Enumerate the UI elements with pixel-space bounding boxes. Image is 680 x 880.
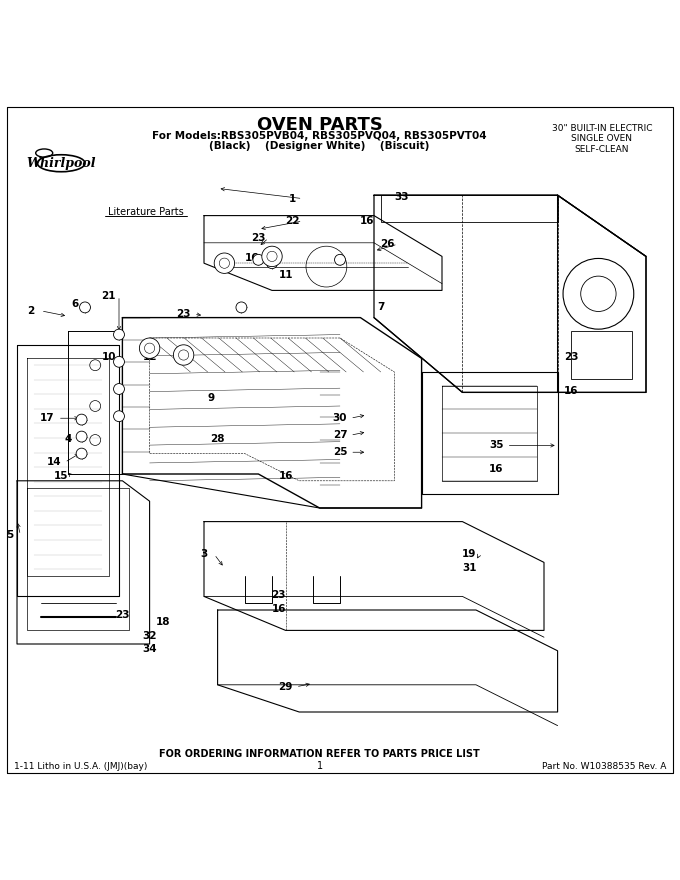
- Text: 16: 16: [278, 471, 293, 481]
- Text: 17: 17: [40, 414, 55, 423]
- Text: 25: 25: [333, 447, 347, 458]
- Text: FOR ORDERING INFORMATION REFER TO PARTS PRICE LIST: FOR ORDERING INFORMATION REFER TO PARTS …: [159, 749, 480, 759]
- Text: Part No. W10388535 Rev. A: Part No. W10388535 Rev. A: [542, 762, 666, 771]
- Text: 2: 2: [27, 306, 34, 316]
- Text: 28: 28: [210, 434, 225, 444]
- Circle shape: [262, 246, 282, 267]
- Text: 16: 16: [271, 604, 286, 613]
- Circle shape: [114, 384, 124, 394]
- Text: 5: 5: [7, 530, 14, 540]
- Text: 23: 23: [115, 611, 130, 620]
- Text: 18: 18: [156, 617, 171, 627]
- Text: 6: 6: [71, 299, 78, 309]
- Text: 31: 31: [462, 563, 477, 573]
- Circle shape: [253, 254, 264, 265]
- Text: 26: 26: [380, 239, 395, 249]
- Text: 23: 23: [176, 309, 191, 319]
- Text: 16: 16: [564, 386, 579, 396]
- Text: 10: 10: [101, 352, 116, 362]
- Text: 16: 16: [489, 465, 504, 474]
- Text: 27: 27: [333, 430, 347, 440]
- Text: 16: 16: [360, 216, 375, 226]
- Circle shape: [114, 356, 124, 367]
- Circle shape: [114, 329, 124, 340]
- Circle shape: [173, 345, 194, 365]
- Bar: [381, 195, 558, 223]
- Text: 1: 1: [316, 761, 323, 772]
- Circle shape: [335, 254, 345, 265]
- Bar: [571, 331, 632, 378]
- Circle shape: [114, 411, 124, 422]
- Text: 34: 34: [142, 644, 157, 655]
- Text: 33: 33: [394, 192, 409, 202]
- Text: 30: 30: [333, 414, 347, 423]
- Text: (Black)    (Designer White)    (Biscuit): (Black) (Designer White) (Biscuit): [209, 141, 430, 150]
- Circle shape: [80, 302, 90, 313]
- Circle shape: [76, 414, 87, 425]
- Circle shape: [76, 448, 87, 459]
- Text: 19: 19: [462, 549, 477, 560]
- Text: 32: 32: [142, 631, 157, 641]
- Text: 7: 7: [377, 303, 384, 312]
- Text: OVEN PARTS: OVEN PARTS: [256, 116, 383, 134]
- Text: 3: 3: [201, 549, 207, 560]
- Circle shape: [236, 302, 247, 313]
- Text: For Models:RBS305PVB04, RBS305PVQ04, RBS305PVT04: For Models:RBS305PVB04, RBS305PVQ04, RBS…: [152, 131, 487, 141]
- Text: Literature Parts: Literature Parts: [108, 207, 184, 216]
- Text: 4: 4: [65, 434, 71, 444]
- Text: 15: 15: [54, 471, 69, 481]
- Text: 16: 16: [244, 253, 259, 263]
- Text: Whirlpool: Whirlpool: [27, 157, 96, 170]
- Text: 1-11 Litho in U.S.A. (JMJ)(bay): 1-11 Litho in U.S.A. (JMJ)(bay): [14, 762, 147, 771]
- Text: 23: 23: [251, 233, 266, 243]
- Circle shape: [214, 253, 235, 274]
- Text: 23: 23: [564, 352, 579, 362]
- Text: 22: 22: [285, 216, 300, 226]
- Text: 9: 9: [207, 392, 214, 403]
- Text: 14: 14: [47, 458, 62, 467]
- Text: 30" BUILT-IN ELECTRIC
SINGLE OVEN
SELF-CLEAN: 30" BUILT-IN ELECTRIC SINGLE OVEN SELF-C…: [551, 124, 652, 154]
- Circle shape: [139, 338, 160, 358]
- Circle shape: [76, 431, 87, 442]
- Text: 21: 21: [101, 290, 116, 301]
- Circle shape: [267, 258, 277, 268]
- Text: 23: 23: [271, 590, 286, 600]
- Text: 1: 1: [289, 194, 296, 203]
- Text: 11: 11: [278, 270, 293, 281]
- Text: 29: 29: [278, 682, 293, 692]
- Text: 35: 35: [489, 440, 504, 451]
- Text: 12: 12: [142, 352, 157, 362]
